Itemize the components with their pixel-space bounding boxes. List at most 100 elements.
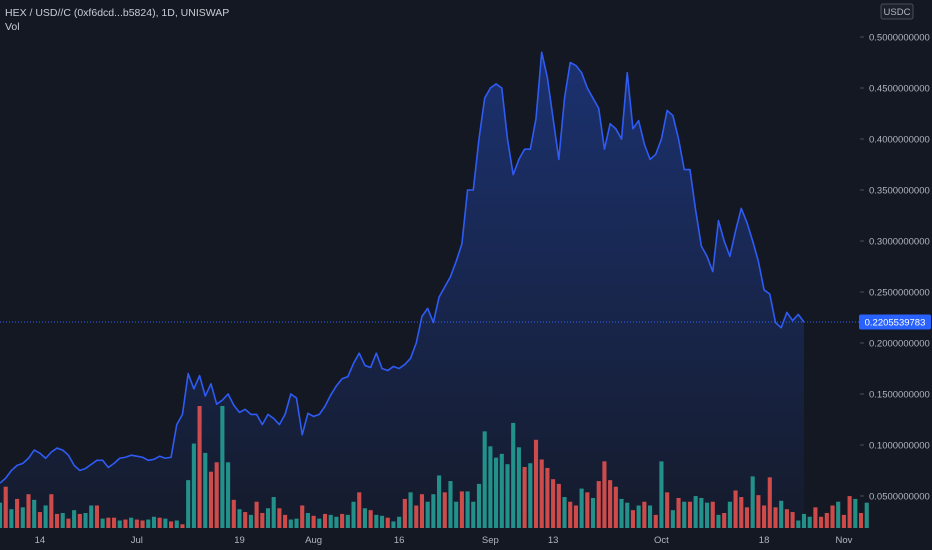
volume-bar <box>488 446 493 528</box>
volume-bar <box>653 514 658 528</box>
volume-bar <box>693 496 698 528</box>
volume-bar <box>579 488 584 528</box>
volume-bar <box>408 492 413 528</box>
price-axis[interactable]: 0.0500000000 0.1000000000 0.1500000000 0.20… <box>860 33 930 503</box>
volume-bar <box>311 515 316 528</box>
volume-bar <box>20 507 25 528</box>
symbol-title[interactable]: HEX / USD//C (0xf6dcd...b5824), 1D, UNIS… <box>5 7 229 19</box>
volume-bar <box>271 497 276 528</box>
volume-bar <box>151 516 157 528</box>
volume-bar <box>824 512 829 528</box>
volume-bar <box>322 513 328 528</box>
volume-bar <box>744 507 750 528</box>
volume-bar <box>727 501 732 528</box>
y-tick-label: 0.1500000000 <box>869 390 930 401</box>
volume-bar <box>345 514 350 528</box>
volume-bar <box>437 475 442 528</box>
volume-bar <box>237 509 242 528</box>
y-tick-label: 0.0500000000 <box>869 492 930 503</box>
x-tick-label: Sep <box>482 535 499 546</box>
currency-badge[interactable]: USDC <box>880 3 914 20</box>
y-tick-label: 0.2000000000 <box>869 339 930 350</box>
volume-bar <box>539 459 544 528</box>
volume-bar <box>328 514 333 528</box>
volume-bar <box>140 520 145 528</box>
volume-bar <box>77 513 82 528</box>
y-tick-label: 0.4000000000 <box>869 135 930 146</box>
x-tick-label: Nov <box>835 535 852 546</box>
volume-bar <box>26 494 31 528</box>
volume-bar <box>15 498 20 528</box>
volume-bar <box>368 510 373 528</box>
volume-bar <box>602 461 607 528</box>
volume-bar <box>60 512 65 528</box>
volume-bar <box>203 452 208 528</box>
volume-bar <box>494 457 499 528</box>
volume-bar <box>254 501 259 528</box>
volume-bar <box>340 513 345 528</box>
volume-bar <box>767 477 772 528</box>
volume-bar <box>357 492 362 528</box>
volume-bar <box>9 509 14 528</box>
volume-bar <box>665 492 670 528</box>
time-axis[interactable]: 14 Jul 19 Aug 16 Sep 13 Oct 18 Nov <box>35 535 853 546</box>
volume-bar <box>773 507 778 528</box>
volume-bar <box>613 486 618 528</box>
volume-bar <box>790 512 795 528</box>
volume-bar <box>722 512 727 528</box>
volume-legend-label[interactable]: Vol <box>5 21 20 33</box>
volume-bar <box>294 518 299 528</box>
volume-bar <box>72 510 77 528</box>
volume-bar <box>362 508 367 528</box>
y-tick-label: 0.5000000000 <box>869 33 930 44</box>
price-area-fill <box>0 52 804 529</box>
x-tick-label: 13 <box>548 535 559 546</box>
x-tick-label: 16 <box>394 535 405 546</box>
volume-bar <box>419 494 425 528</box>
volume-bar <box>391 521 396 528</box>
volume-bar <box>499 453 504 528</box>
volume-bar <box>265 508 271 528</box>
y-tick-label: 0.1000000000 <box>869 441 930 452</box>
last-price-value: 0.2205539783 <box>865 318 926 329</box>
volume-bar <box>590 497 596 528</box>
volume-bar <box>642 501 647 528</box>
volume-bar <box>779 500 784 528</box>
volume-bars <box>0 406 869 528</box>
volume-bar <box>123 519 128 528</box>
volume-bar <box>334 516 339 528</box>
volume-bar <box>864 502 869 528</box>
last-price-label: 0.2205539783 <box>859 314 931 330</box>
volume-bar <box>459 491 464 528</box>
volume-bar <box>608 480 613 528</box>
volume-bar <box>385 517 390 528</box>
volume-bar <box>191 443 196 528</box>
volume-bar <box>505 464 510 528</box>
volume-bar <box>647 505 653 528</box>
volume-bar <box>585 492 590 528</box>
volume-bar <box>180 524 185 528</box>
volume-bar <box>146 519 151 528</box>
volume-bar <box>482 431 487 528</box>
volume-bar <box>89 505 94 528</box>
volume-bar <box>836 501 841 528</box>
volume-bar <box>562 497 567 528</box>
volume-bar <box>619 498 624 528</box>
volume-bar <box>283 514 288 528</box>
x-tick-label: 19 <box>234 535 245 546</box>
volume-bar <box>37 512 42 528</box>
volume-bar <box>813 507 818 528</box>
volume-bar <box>0 502 3 528</box>
volume-bar <box>43 505 48 528</box>
volume-bar <box>379 515 385 528</box>
x-tick-label: Oct <box>654 535 669 546</box>
volume-bar <box>784 509 789 528</box>
volume-bar <box>699 497 704 528</box>
volume-bar <box>226 462 231 528</box>
price-line <box>0 51 805 484</box>
y-tick-label: 0.3500000000 <box>869 186 930 197</box>
volume-bar <box>733 490 738 528</box>
volume-bar <box>442 492 447 528</box>
